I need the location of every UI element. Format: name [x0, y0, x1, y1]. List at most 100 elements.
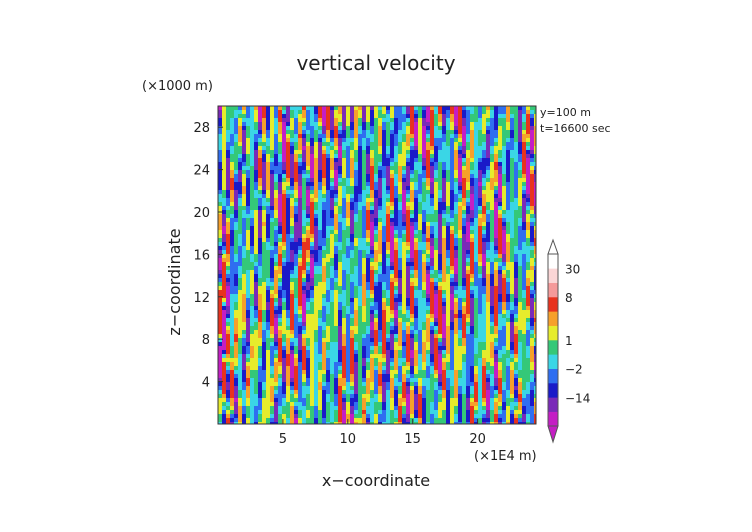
heatmap-cell [438, 134, 443, 139]
heatmap-cell [454, 282, 459, 287]
heatmap-cell [298, 218, 303, 223]
heatmap-cell [426, 198, 431, 203]
heatmap-cell [254, 246, 259, 251]
heatmap-cell [318, 122, 323, 127]
heatmap-cell [354, 182, 359, 187]
heatmap-cell [250, 150, 255, 155]
heatmap-cell [398, 258, 403, 263]
heatmap-cell [258, 230, 263, 235]
heatmap-cell [506, 258, 511, 263]
heatmap-cell [302, 182, 307, 187]
heatmap-cell [282, 238, 287, 243]
heatmap-cell [466, 302, 471, 307]
heatmap-cell [346, 114, 351, 119]
heatmap-cell [258, 246, 263, 251]
heatmap-cell [258, 338, 263, 343]
heatmap-cell [366, 138, 371, 143]
heatmap-cell [322, 354, 327, 359]
heatmap-cell [298, 114, 303, 119]
heatmap-cell [422, 250, 427, 255]
heatmap-cell [458, 154, 463, 159]
heatmap-cell [314, 174, 319, 179]
heatmap-cell [454, 202, 459, 207]
heatmap-cell [330, 158, 335, 163]
heatmap-cell [490, 274, 495, 279]
heatmap-cell [254, 118, 259, 123]
heatmap-cell [362, 222, 367, 227]
heatmap-cell [470, 130, 475, 135]
heatmap-cell [286, 190, 291, 195]
heatmap-cell [338, 242, 343, 247]
heatmap-cell [490, 326, 495, 331]
heatmap-cell [358, 158, 363, 163]
heatmap-cell [306, 210, 311, 215]
heatmap-cell [474, 238, 479, 243]
heatmap-cell [418, 118, 423, 123]
heatmap-cell [274, 330, 279, 335]
heatmap-cell [406, 174, 411, 179]
heatmap-cell [270, 226, 275, 231]
heatmap-cell [222, 118, 227, 123]
heatmap-cell [434, 226, 439, 231]
heatmap-cell [250, 222, 255, 227]
heatmap-cell [506, 138, 511, 143]
heatmap-cell [422, 330, 427, 335]
heatmap-cell [362, 174, 367, 179]
heatmap-cell [510, 330, 515, 335]
heatmap-cell [330, 174, 335, 179]
heatmap-cell [490, 162, 495, 167]
heatmap-cell [318, 194, 323, 199]
heatmap-cell [310, 350, 315, 355]
heatmap-cell [370, 134, 375, 139]
heatmap-cell [418, 302, 423, 307]
heatmap-cell [322, 286, 327, 291]
heatmap-cell [298, 138, 303, 143]
heatmap-cell [326, 130, 331, 135]
heatmap-cell [490, 314, 495, 319]
heatmap-cell [426, 234, 431, 239]
heatmap-cell [274, 186, 279, 191]
heatmap-cell [530, 182, 535, 187]
heatmap-cell [338, 142, 343, 147]
heatmap-cell [262, 170, 267, 175]
heatmap-cell [450, 254, 455, 259]
heatmap-cell [354, 138, 359, 143]
heatmap-cell [370, 258, 375, 263]
heatmap-cell [514, 138, 519, 143]
heatmap-cell [494, 310, 499, 315]
heatmap-cell [350, 298, 355, 303]
heatmap-cell [402, 274, 407, 279]
heatmap-cell [354, 242, 359, 247]
heatmap-cell [298, 350, 303, 355]
heatmap-cell [390, 138, 395, 143]
heatmap-cell [326, 334, 331, 339]
heatmap-cell [330, 190, 335, 195]
heatmap-cell [470, 310, 475, 315]
heatmap-cell [394, 150, 399, 155]
heatmap-cell [438, 342, 443, 347]
heatmap-cell [358, 330, 363, 335]
heatmap-cell [426, 210, 431, 215]
heatmap-cell [422, 242, 427, 247]
heatmap-cell [506, 178, 511, 183]
heatmap-cell [242, 342, 247, 347]
heatmap-cell [518, 210, 523, 215]
heatmap-cell [258, 282, 263, 287]
heatmap-cell [506, 242, 511, 247]
heatmap-cell [394, 274, 399, 279]
heatmap-cell [494, 326, 499, 331]
heatmap-cell [454, 114, 459, 119]
heatmap-cell [430, 214, 435, 219]
heatmap-cell [290, 190, 295, 195]
heatmap-cell [226, 142, 231, 147]
heatmap-cell [490, 334, 495, 339]
heatmap-cell [370, 294, 375, 299]
heatmap-cell [358, 146, 363, 151]
heatmap-cell [230, 154, 235, 159]
heatmap-cell [486, 338, 491, 343]
heatmap-cell [386, 302, 391, 307]
heatmap-cell [306, 106, 311, 111]
heatmap-cell [370, 334, 375, 339]
heatmap-cell [394, 138, 399, 143]
heatmap-cell [286, 114, 291, 119]
